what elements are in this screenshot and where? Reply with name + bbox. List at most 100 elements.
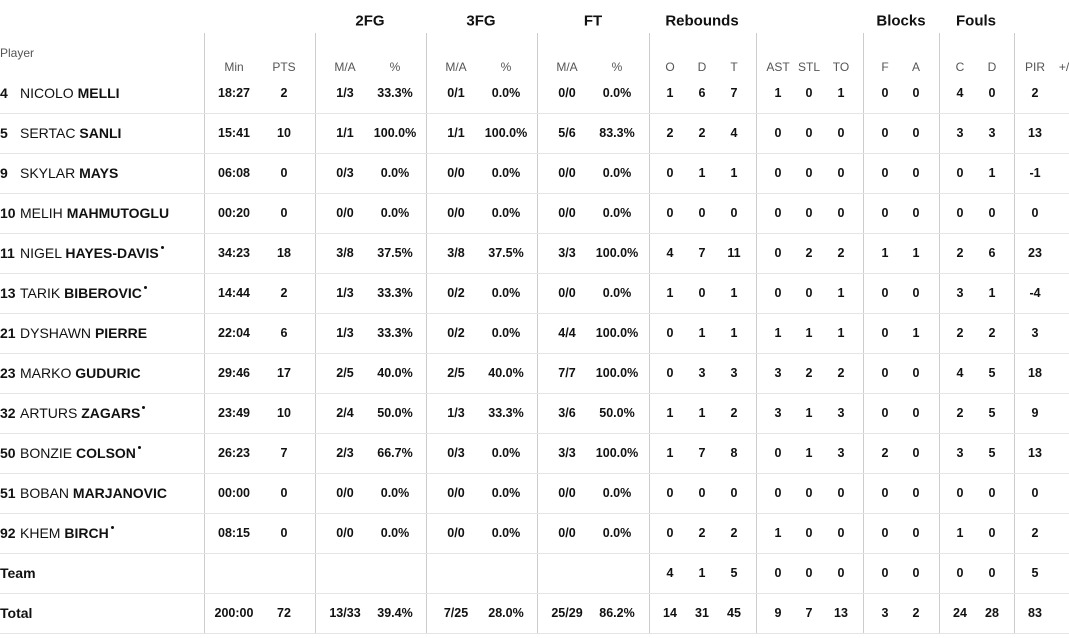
player-name: ARTURS ZAGARS	[20, 405, 145, 421]
stat-cell: 0	[912, 126, 920, 140]
stat-cell: 18	[277, 246, 291, 260]
stat-cell: 0	[774, 166, 782, 180]
stat-cell: 50.0%	[599, 406, 635, 420]
stat-cell: 3/3	[558, 446, 576, 460]
stat-cell: 3	[774, 366, 782, 380]
stat-cell: 4/4	[558, 326, 576, 340]
stat-cell: 0	[837, 566, 845, 580]
column-header: PTS	[272, 60, 296, 74]
stat-cell: 7	[730, 86, 738, 100]
stat-cell: 0	[774, 206, 782, 220]
column-divider	[1014, 33, 1015, 633]
column-header: STL	[797, 60, 821, 74]
row-divider	[0, 473, 1069, 474]
player-name: SERTAC SANLI	[20, 125, 121, 141]
stat-cell: 33.3%	[377, 326, 413, 340]
stat-cell: 0	[912, 566, 920, 580]
stat-cell: 5	[1031, 566, 1039, 580]
stat-cell: 0	[774, 486, 782, 500]
player-number: 11	[0, 245, 15, 261]
stat-cell: 31	[695, 606, 709, 620]
last-name: COLSON	[76, 445, 141, 461]
stat-cell: 0/0	[336, 486, 354, 500]
stat-cell: 14	[663, 606, 677, 620]
stat-cell: 0	[280, 486, 288, 500]
stat-cell: 100.0%	[595, 366, 639, 380]
stat-cell: 0	[988, 206, 996, 220]
column-header: +/	[1058, 60, 1069, 74]
stat-cell: 13	[1028, 126, 1042, 140]
column-divider	[863, 33, 864, 633]
stat-cell: 0	[988, 86, 996, 100]
stat-cell: 83.3%	[599, 126, 635, 140]
stat-cell: 0.0%	[491, 166, 521, 180]
player-number: 10	[0, 205, 16, 221]
stat-cell: -1	[1029, 166, 1041, 180]
player-name: BOBAN MARJANOVIC	[20, 485, 167, 501]
stat-cell: 0/2	[447, 286, 465, 300]
group-header: Fouls	[956, 12, 996, 30]
stat-cell: 0/3	[447, 446, 465, 460]
stat-cell: 33.3%	[377, 286, 413, 300]
column-header: D	[987, 60, 997, 74]
stat-cell: 4	[956, 366, 964, 380]
stat-cell: 0.0%	[491, 286, 521, 300]
stat-cell: 1	[988, 166, 996, 180]
stat-cell: 0	[956, 566, 964, 580]
group-header: FT	[583, 12, 603, 30]
row-divider	[0, 633, 1069, 634]
stat-cell: 8	[730, 446, 738, 460]
last-name: BIBEROVIC	[64, 285, 147, 301]
stat-cell: 0.0%	[602, 526, 632, 540]
stat-cell: 08:15	[218, 526, 250, 540]
stat-cell: 2	[956, 246, 964, 260]
stat-cell: 0	[774, 566, 782, 580]
stat-cell: 1	[805, 406, 813, 420]
stat-cell: 11	[727, 246, 741, 260]
row-divider	[0, 353, 1069, 354]
stat-cell: 50.0%	[377, 406, 413, 420]
player-name: MELIH MAHMUTOGLU	[20, 205, 169, 221]
group-header: 2FG	[355, 12, 385, 30]
stat-cell: 3	[956, 446, 964, 460]
first-name: BONZIE	[20, 445, 73, 461]
stat-cell: 45	[727, 606, 741, 620]
last-name: BIRCH	[64, 525, 113, 541]
stat-cell: 0/1	[447, 86, 465, 100]
stat-cell: 3	[956, 286, 964, 300]
stat-cell: 1/3	[447, 406, 465, 420]
stat-cell: 0	[805, 86, 813, 100]
stat-cell: 0	[698, 486, 706, 500]
stat-cell: -4	[1029, 286, 1041, 300]
stat-cell: 0	[774, 126, 782, 140]
player-name: KHEM BIRCH	[20, 525, 114, 541]
column-divider	[649, 33, 650, 633]
stat-cell: 0	[837, 126, 845, 140]
player-number: 21	[0, 325, 16, 341]
last-name: MELLI	[77, 85, 120, 101]
stat-cell: 3/8	[447, 246, 465, 260]
stat-cell: 1	[730, 166, 738, 180]
stat-cell: 3	[774, 406, 782, 420]
stat-cell: 24	[953, 606, 967, 620]
stat-cell: 3	[698, 366, 706, 380]
stat-cell: 0/0	[447, 486, 465, 500]
column-header: F	[881, 60, 889, 74]
stat-cell: 5	[988, 406, 996, 420]
stat-cell: 7	[805, 606, 813, 620]
player-number: 4	[0, 85, 8, 101]
stat-cell: 1	[774, 526, 782, 540]
stat-cell: 3/6	[558, 406, 576, 420]
stat-cell: 0	[912, 406, 920, 420]
stat-cell: 18:27	[218, 86, 250, 100]
stat-cell: 5	[988, 366, 996, 380]
stat-cell: 0.0%	[602, 166, 632, 180]
stat-cell: 0/0	[447, 526, 465, 540]
stat-cell: 0	[837, 486, 845, 500]
stat-cell: 100.0%	[595, 326, 639, 340]
stat-cell: 3/8	[336, 246, 354, 260]
column-header: A	[911, 60, 921, 74]
stat-cell: 0	[805, 486, 813, 500]
stat-cell: 0	[698, 286, 706, 300]
stat-cell: 2	[1031, 526, 1039, 540]
